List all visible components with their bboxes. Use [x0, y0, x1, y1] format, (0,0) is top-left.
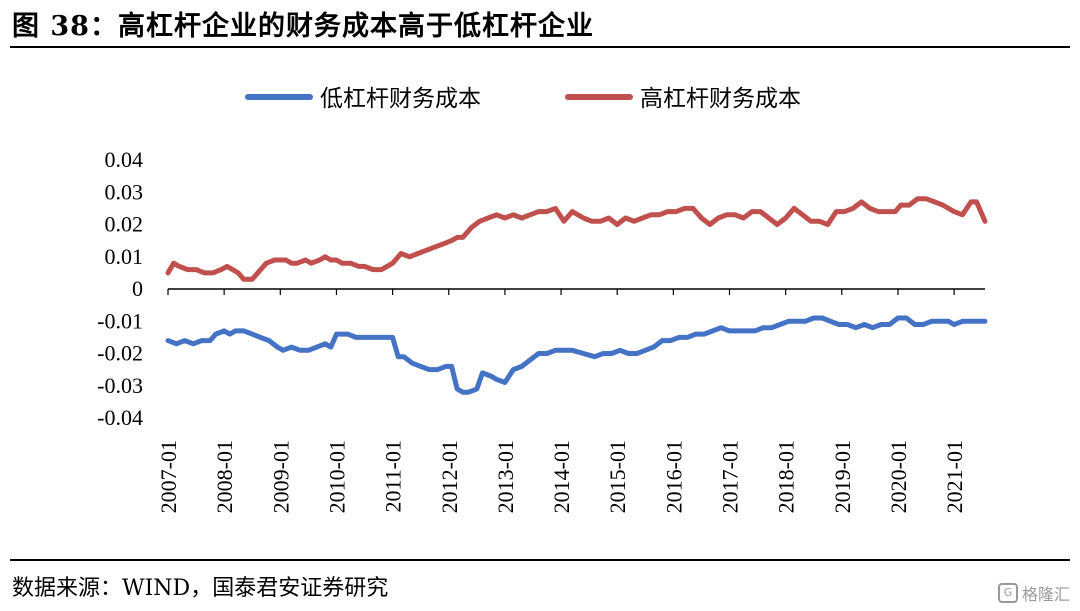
x-tick-label: 2007-01 — [156, 440, 181, 513]
x-tick-label: 2018-01 — [774, 440, 799, 513]
line-chart: 低杠杆财务成本 高杠杆财务成本 0.04 0.03 0.02 0.01 0 -0.01 -0.… — [97, 86, 988, 513]
watermark-logo-icon: G — [997, 583, 1018, 603]
y-tick-label: -0.04 — [97, 405, 143, 430]
series-line-low-leverage — [165, 315, 988, 395]
x-tick-label: 2008-01 — [212, 440, 237, 513]
legend-label: 低杠杆财务成本 — [320, 86, 481, 112]
x-tick-label: 2011-01 — [381, 440, 406, 513]
y-tick-label: -0.01 — [97, 308, 143, 333]
legend-label: 高杠杆财务成本 — [640, 86, 801, 112]
y-tick-label: 0.01 — [105, 244, 144, 269]
y-tick-label: -0.02 — [97, 341, 143, 366]
x-tick-label: 2014-01 — [549, 440, 574, 513]
x-tick-label: 2013-01 — [493, 440, 518, 513]
y-tick-label: 0.02 — [105, 212, 144, 237]
series-line-high-leverage — [165, 196, 988, 282]
x-axis: 2007-01 2008-01 2009-01 2010-01 2011-01 2012-… — [156, 288, 985, 513]
data-source-note: 数据来源：WIND，国泰君安证券研究 — [12, 576, 389, 601]
legend: 低杠杆财务成本 高杠杆财务成本 — [245, 86, 801, 112]
figure-title: 图 38：高杠杆企业的财务成本高于低杠杆企业 — [12, 11, 594, 42]
y-axis: 0.04 0.03 0.02 0.01 0 -0.01 -0.02 -0.03 -0.04 — [97, 147, 143, 430]
bottom-rule — [10, 559, 1070, 561]
y-tick-label: 0 — [132, 276, 143, 301]
x-tick-label: 2012-01 — [437, 440, 462, 513]
y-tick-label: 0.03 — [105, 179, 144, 204]
x-tick-label: 2016-01 — [661, 440, 686, 513]
x-tick-label: 2015-01 — [605, 440, 630, 513]
x-tick-label: 2021-01 — [942, 440, 967, 513]
plot-area — [165, 196, 988, 395]
y-tick-label: -0.03 — [97, 373, 143, 398]
x-tick-label: 2020-01 — [886, 440, 911, 513]
watermark: G 格隆汇 — [997, 581, 1070, 605]
x-tick-label: 2009-01 — [268, 440, 293, 513]
x-tick-label: 2017-01 — [718, 440, 743, 513]
x-tick-label: 2010-01 — [324, 440, 349, 513]
watermark-text: 格隆汇 — [1021, 585, 1070, 604]
top-rule — [10, 46, 1070, 48]
y-tick-label: 0.04 — [105, 147, 144, 172]
x-tick-label: 2019-01 — [830, 440, 855, 513]
